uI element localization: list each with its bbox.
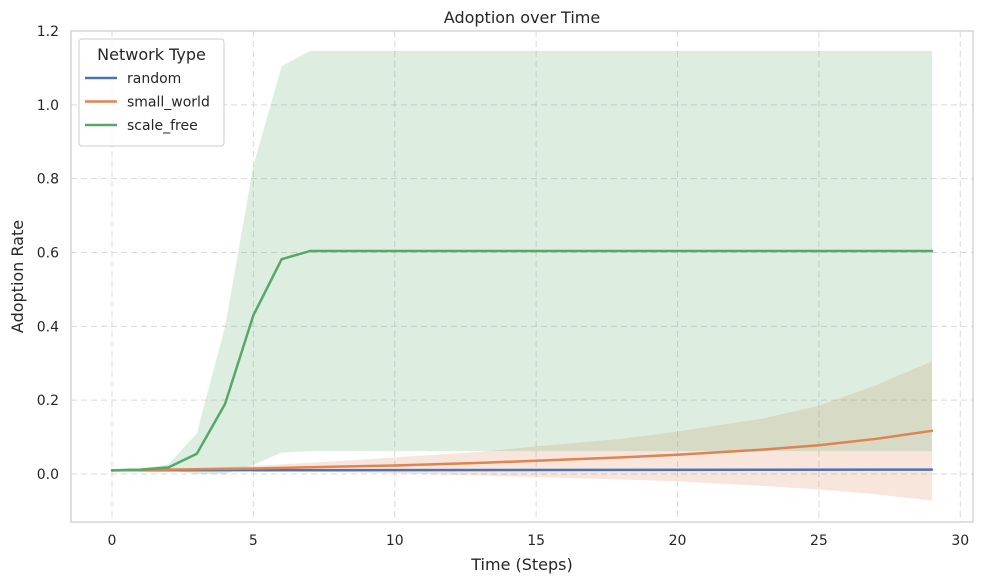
- x-tick-label: 5: [249, 533, 258, 549]
- scale-free-line: [110, 249, 934, 472]
- x-axis-label: Time (Steps): [470, 555, 573, 574]
- y-tick-label: 0.8: [37, 172, 59, 188]
- x-axis-ticks: 0 5 10 15 20 25 30: [108, 533, 970, 549]
- x-tick-label: 0: [108, 533, 117, 549]
- random-line: [110, 468, 934, 472]
- small-world-line: [110, 429, 934, 472]
- legend-items: random small_world scale_free: [85, 71, 210, 134]
- x-tick-label: 30: [951, 533, 969, 549]
- legend-label-random: random: [127, 71, 181, 87]
- legend-label-scale-free: scale_free: [127, 118, 198, 134]
- y-tick-label: 0.0: [37, 467, 59, 483]
- y-axis-label: Adoption Rate: [8, 220, 27, 333]
- x-tick-label: 25: [810, 533, 828, 549]
- y-tick-label: 0.4: [37, 319, 59, 335]
- x-tick-label: 15: [527, 533, 545, 549]
- legend-box: [78, 38, 225, 147]
- legend-title: Network Type: [97, 45, 206, 64]
- confidence-bands: [112, 50, 932, 501]
- y-tick-label: 0.6: [37, 246, 59, 262]
- y-tick-label: 1.2: [37, 24, 59, 40]
- legend-label-small-world: small_world: [127, 95, 210, 111]
- series-lines: [110, 249, 934, 472]
- legend: Network Type random small_world scale_free: [78, 38, 225, 147]
- plot-frame: [70, 30, 974, 523]
- x-tick-label: 10: [386, 533, 404, 549]
- scale-free-band: [112, 50, 932, 475]
- y-tick-label: 0.2: [37, 393, 59, 409]
- y-axis-ticks: 0.0 0.2 0.4 0.6 0.8 1.0 1.2: [37, 24, 59, 483]
- y-tick-label: 1.0: [37, 98, 59, 114]
- chart-title: Adoption over Time: [444, 8, 600, 27]
- x-tick-label: 20: [669, 533, 687, 549]
- small-world-band: [112, 361, 932, 501]
